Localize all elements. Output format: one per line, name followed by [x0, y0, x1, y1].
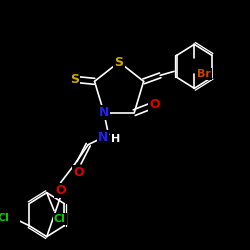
Text: O: O	[55, 184, 66, 197]
Text: O: O	[149, 98, 160, 111]
Text: N: N	[98, 131, 108, 144]
Text: Br: Br	[196, 69, 210, 79]
Text: H: H	[111, 134, 120, 144]
Text: S: S	[70, 73, 79, 86]
Text: Cl: Cl	[0, 213, 9, 223]
Text: N: N	[99, 106, 109, 119]
Text: O: O	[74, 166, 84, 179]
Text: S: S	[114, 56, 124, 68]
Text: Cl: Cl	[54, 214, 66, 224]
